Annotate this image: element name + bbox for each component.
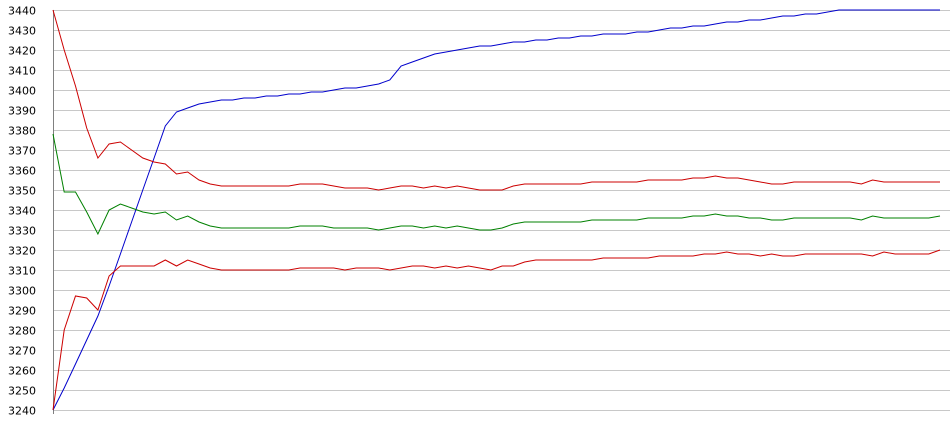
y-tick-label: 3300: [8, 285, 36, 298]
y-tick-label: 3440: [8, 5, 36, 18]
y-tick-label: 3400: [8, 85, 36, 98]
y-tick-label: 3330: [8, 225, 36, 238]
y-tick-label: 3410: [8, 65, 36, 78]
series-line-2: [52, 9, 940, 191]
y-tick-label: 3320: [8, 245, 36, 258]
y-tick-label: 3430: [8, 25, 36, 38]
y-axis-tick-labels: 3240 3250 3260 3270 3280 3290 3300 3310 3320 3330…: [8, 5, 36, 418]
y-tick-label: 3370: [8, 145, 36, 158]
series-line-3: [52, 133, 941, 236]
y-tick-label: 3340: [8, 205, 36, 218]
y-tick-label: 3280: [8, 325, 36, 338]
y-tick-label: 3290: [8, 305, 36, 318]
y-tick-label: 3250: [8, 385, 36, 398]
y-tick-label: 3360: [8, 165, 36, 178]
y-tick-label: 3380: [8, 125, 36, 138]
y-tick-label: 3270: [8, 345, 36, 358]
series-layer: [52, 9, 941, 411]
y-tick-label: 3390: [8, 105, 36, 118]
series-line-1: [52, 9, 940, 411]
y-tick-label: 3350: [8, 185, 36, 198]
y-tick-label: 3420: [8, 45, 36, 58]
series-line-4: [52, 249, 941, 411]
y-tick-label: 3310: [8, 265, 36, 278]
y-tick-label: 3240: [8, 405, 36, 418]
grid-layer: [53, 10, 950, 411]
y-tick-label: 3260: [8, 365, 36, 378]
